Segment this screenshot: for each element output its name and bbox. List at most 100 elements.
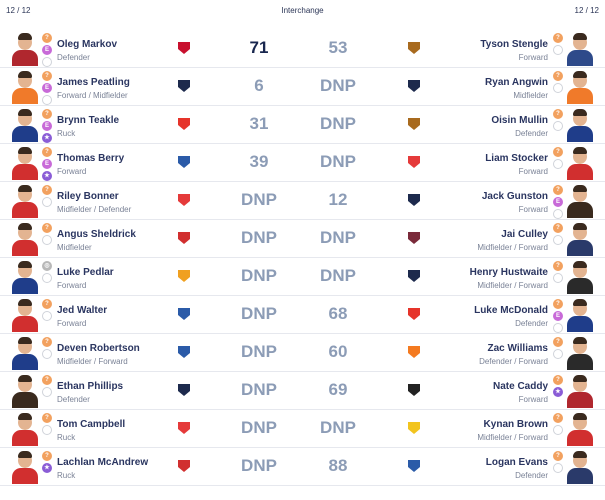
badge-icon: [42, 95, 52, 105]
avatar-jersey: [12, 164, 38, 180]
player-position: Defender: [515, 129, 548, 138]
avatar: [565, 184, 595, 218]
badge-icon: [42, 57, 52, 67]
avatar-jersey: [12, 50, 38, 66]
player-name[interactable]: Lachlan McAndrew: [57, 457, 149, 468]
avatar: [10, 298, 40, 332]
player-row[interactable]: ? Tom Campbell Ruck DNP? Kynan Brown Midfield…: [0, 410, 605, 448]
player-row[interactable]: ? E James Peatling Forward / Midfielder 6? Ry…: [0, 68, 605, 106]
badge-icon: [553, 463, 563, 473]
avatar-jersey: [567, 316, 593, 332]
player-name[interactable]: Tyson Stengle: [480, 39, 548, 50]
player-name[interactable]: Logan Evans: [485, 457, 548, 468]
player-row[interactable]: ◎ Luke Pedlar Forward DNP? Henry Hustwaite Mi…: [0, 258, 605, 296]
player-position: Ruck: [57, 433, 76, 442]
badge-icon: ?: [42, 71, 52, 81]
badge-icon: ★: [42, 171, 52, 181]
avatar: [10, 146, 40, 180]
player-name[interactable]: Thomas Berry: [57, 153, 125, 164]
player-name[interactable]: Tom Campbell: [57, 419, 126, 430]
player-badges: ?: [553, 71, 563, 95]
player-position: Forward: [518, 395, 548, 404]
avatar-jersey: [567, 240, 593, 256]
team-logo-icon: [176, 458, 192, 474]
badge-icon: E: [42, 83, 52, 93]
player-row[interactable]: ? E Oleg Markov Defender 71? Tyson Stengle For…: [0, 30, 605, 68]
badge-icon: ?: [553, 451, 563, 461]
player-score: DNP: [241, 418, 277, 437]
player-name[interactable]: Ethan Phillips: [57, 381, 124, 392]
badge-icon: [42, 197, 52, 207]
avatar-hair: [18, 109, 32, 116]
player-name[interactable]: Brynn Teakle: [57, 115, 120, 126]
player-badges: ? E: [42, 33, 52, 69]
player-name[interactable]: Ryan Angwin: [485, 77, 548, 88]
player-row[interactable]: ? ★ Lachlan McAndrew Ruck DNP? Logan Evans Def…: [0, 448, 605, 486]
player-name[interactable]: Luke McDonald: [474, 305, 548, 316]
avatar: [565, 450, 595, 484]
badge-icon: ?: [42, 337, 52, 347]
badge-icon: E: [553, 311, 563, 321]
player-score: 53: [328, 38, 348, 57]
player-name[interactable]: Nate Caddy: [492, 381, 548, 392]
avatar-hair: [573, 71, 587, 78]
player-row[interactable]: ? Jed Walter Forward DNP? E Luke McDonald Defe…: [0, 296, 605, 334]
avatar-jersey: [12, 392, 38, 408]
player-name[interactable]: Oisin Mullin: [491, 115, 548, 126]
avatar: [565, 108, 595, 142]
player-row[interactable]: ? Ethan Phillips Defender DNP? ★ Nate Caddy Fo…: [0, 372, 605, 410]
badge-icon: [42, 311, 52, 321]
avatar-hair: [18, 33, 32, 40]
player-name[interactable]: Kynan Brown: [483, 419, 548, 430]
player-name[interactable]: Riley Bonner: [57, 191, 119, 202]
team-logo-icon: [176, 192, 192, 208]
player-name[interactable]: Jai Culley: [501, 229, 548, 240]
badge-icon: ?: [42, 33, 52, 43]
badge-icon: ?: [42, 375, 52, 385]
player-badges: ?: [553, 33, 563, 57]
avatar-hair: [573, 261, 587, 268]
player-name[interactable]: Deven Robertson: [57, 343, 140, 354]
avatar-jersey: [12, 316, 38, 332]
avatar-hair: [18, 147, 32, 154]
player-badges: ?: [42, 337, 52, 361]
player-row[interactable]: ? E ★ Thomas Berry Forward 39? Liam Stocker For…: [0, 144, 605, 182]
badge-icon: ?: [42, 185, 52, 195]
badge-icon: ?: [42, 109, 52, 119]
player-name[interactable]: Angus Sheldrick: [57, 229, 136, 240]
avatar-hair: [18, 451, 32, 458]
player-name[interactable]: Oleg Markov: [57, 39, 118, 50]
player-position: Midfielder: [57, 243, 92, 252]
player-row[interactable]: ? E ★ Brynn Teakle Ruck 31? Oisin Mullin Defend…: [0, 106, 605, 144]
player-name[interactable]: Henry Hustwaite: [469, 267, 548, 278]
player-position: Ruck: [57, 471, 76, 480]
badge-icon: ?: [553, 337, 563, 347]
avatar-jersey: [567, 354, 593, 370]
avatar-jersey: [567, 468, 593, 484]
player-badges: ?: [553, 413, 563, 437]
player-badges: ?: [42, 375, 52, 399]
player-score: DNP: [241, 380, 277, 399]
player-name[interactable]: Jed Walter: [57, 305, 108, 316]
badge-icon: ?: [553, 299, 563, 309]
avatar-jersey: [12, 430, 38, 446]
player-badges: ?: [553, 451, 563, 475]
player-name[interactable]: Luke Pedlar: [57, 267, 114, 278]
badge-icon: ★: [42, 463, 52, 473]
player-name[interactable]: Jack Gunston: [481, 191, 548, 202]
player-score: DNP: [241, 342, 277, 361]
player-position: Defender: [515, 471, 548, 480]
player-row[interactable]: ? Riley Bonner Midfielder / Defender DNP? E J…: [0, 182, 605, 220]
player-position: Forward / Midfielder: [57, 91, 128, 100]
player-row[interactable]: ? Deven Robertson Midfielder / Forward DNP?…: [0, 334, 605, 372]
avatar-hair: [573, 299, 587, 306]
avatar-hair: [573, 413, 587, 420]
team-logo-icon: [176, 78, 192, 94]
player-name[interactable]: Liam Stocker: [485, 153, 548, 164]
player-position: Forward: [518, 53, 548, 62]
player-name[interactable]: James Peatling: [57, 77, 130, 88]
player-row[interactable]: ? Angus Sheldrick Midfielder DNP? Jai Culley…: [0, 220, 605, 258]
avatar: [10, 70, 40, 104]
badge-icon: ?: [553, 33, 563, 43]
player-name[interactable]: Zac Williams: [487, 343, 549, 354]
